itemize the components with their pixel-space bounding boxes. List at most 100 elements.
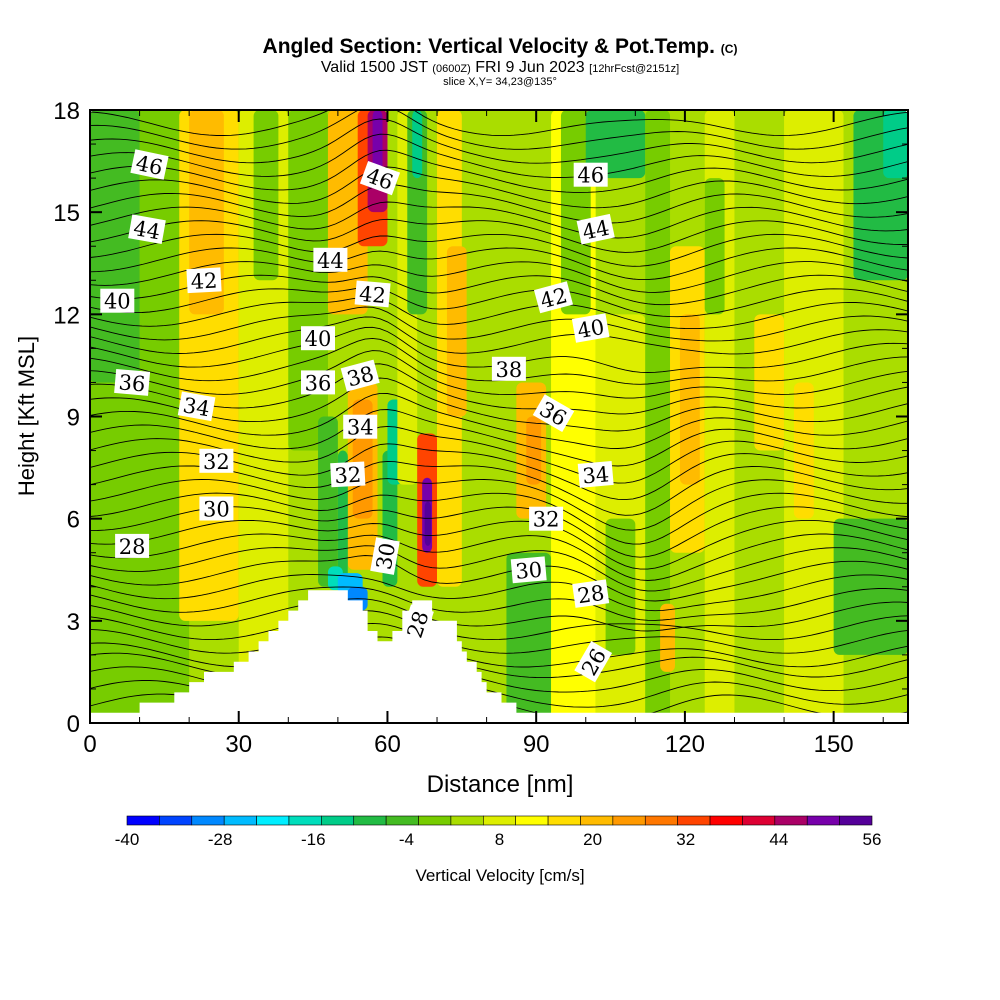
x-tick-label: 120 <box>665 731 705 758</box>
isotherm-label: 28 <box>115 533 150 559</box>
colorbar-swatch <box>515 815 549 826</box>
isotherm-label-text: 44 <box>132 216 162 244</box>
isotherm-label: 40 <box>571 313 610 343</box>
colorbar-swatch <box>450 815 484 826</box>
isotherm-label-box <box>400 604 434 645</box>
isotherm-line <box>90 110 908 150</box>
isotherm-line <box>90 350 908 399</box>
velocity-cell <box>585 110 646 179</box>
isotherm-line <box>90 201 908 239</box>
colorbar-swatch <box>159 815 193 826</box>
chart-title-block: Angled Section: Vertical Velocity & Pot.… <box>0 36 1000 88</box>
isotherm-label-text: 46 <box>577 164 604 188</box>
colorbar-swatch <box>288 815 322 826</box>
colorbar-tick-label: -16 <box>301 830 326 849</box>
velocity-cell <box>90 110 140 383</box>
isotherm-line <box>90 183 908 224</box>
isotherm-line <box>90 598 908 632</box>
isotherm-label: 40 <box>301 326 335 351</box>
isotherm-line <box>90 636 908 668</box>
colorbar-swatch <box>321 815 355 826</box>
isotherm-label-box <box>532 394 575 432</box>
colorbar-swatch <box>709 815 743 826</box>
velocity-cell <box>412 110 423 179</box>
isotherm-line <box>90 555 908 602</box>
colorbar-swatch <box>774 815 808 826</box>
colorbar: -40 -28 -16 -4 8 20 32 44 56 <box>115 815 882 849</box>
x-axis-label: Distance [nm] <box>427 771 574 798</box>
isotherm-line <box>90 218 908 253</box>
isotherm-label: 44 <box>128 214 166 244</box>
velocity-cell <box>605 518 636 655</box>
isotherm-line <box>90 622 908 654</box>
velocity-cell <box>660 603 675 672</box>
colorbar-label: Vertical Velocity [cm/s] <box>415 866 584 885</box>
isotherm-label-box <box>199 496 234 521</box>
isotherm-label-box <box>301 326 335 351</box>
colorbar-tick-label: 32 <box>676 830 695 849</box>
y-tick-label: 9 <box>67 405 80 432</box>
x-tick-label: 150 <box>814 731 854 758</box>
isotherm-label-text: 30 <box>514 558 543 584</box>
isotherm-line <box>90 478 908 531</box>
isotherm-label-text: 46 <box>134 151 165 180</box>
valid-time-z: (0600Z) <box>432 63 471 75</box>
isotherm-label: 30 <box>510 556 547 584</box>
isotherm-label: 40 <box>100 288 135 314</box>
isotherm-line <box>90 377 908 432</box>
isotherm-label-box <box>186 267 222 294</box>
isotherm-line <box>90 492 908 545</box>
isotherm-label-text: 34 <box>581 462 610 488</box>
colorbar-swatch <box>191 815 225 826</box>
isotherm-line <box>90 149 908 193</box>
isotherm-label: 30 <box>199 496 234 522</box>
isotherm-line <box>90 261 908 293</box>
isotherm-label-box <box>340 359 380 392</box>
velocity-cell <box>253 110 279 281</box>
isotherm-line <box>90 316 908 355</box>
isotherm-label-box <box>330 461 366 488</box>
isotherm-label-text: 34 <box>347 416 374 440</box>
isotherm-line <box>90 586 908 621</box>
isotherm-label: 46 <box>573 162 608 188</box>
isotherm-label: 30 <box>370 537 400 575</box>
isotherm-label-text: 40 <box>576 315 606 343</box>
isotherm-label-box <box>491 356 526 381</box>
isotherm-label: 34 <box>177 391 216 422</box>
isotherm-label-box <box>576 213 615 245</box>
colorbar-swatch <box>418 815 452 826</box>
isotherm-label: 42 <box>186 267 222 294</box>
isotherm-label-box <box>370 537 400 575</box>
isotherm-label-text: 36 <box>118 370 147 396</box>
isotherm-line <box>90 296 908 330</box>
isotherm-label: 32 <box>529 506 564 532</box>
x-tick-label: 30 <box>225 731 252 758</box>
colorbar-swatch <box>223 815 257 826</box>
velocity-cell <box>793 382 814 519</box>
isotherm-label-box <box>177 391 216 422</box>
isotherm-line <box>90 363 908 415</box>
colorbar-swatch <box>839 815 873 826</box>
terrain-mask <box>90 590 908 723</box>
slice-info: slice X,Y= 34,23@135° <box>0 77 1000 88</box>
isotherm-label: 44 <box>576 213 615 245</box>
velocity-cell <box>372 110 383 179</box>
colorbar-swatch <box>742 815 776 826</box>
colorbar-tick-label: 44 <box>769 830 788 849</box>
isotherm-label-text: 44 <box>580 216 611 245</box>
isotherm-label-box <box>359 161 401 196</box>
isotherm-label-box <box>573 162 608 187</box>
colorbar-tick-label: 56 <box>863 830 882 849</box>
isotherm-line <box>90 574 908 612</box>
isotherm-line <box>90 233 908 267</box>
colorbar-tick-label: 8 <box>495 830 504 849</box>
colorbar-swatch <box>126 815 160 826</box>
chart-title: Angled Section: Vertical Velocity & Pot.… <box>0 36 1000 60</box>
colorbar-tick-label: -28 <box>208 830 233 849</box>
colorbar-swatch <box>612 815 646 826</box>
colorbar-swatch <box>806 815 840 826</box>
velocity-cell <box>506 552 552 723</box>
isotherm-label-text: 42 <box>358 282 387 308</box>
